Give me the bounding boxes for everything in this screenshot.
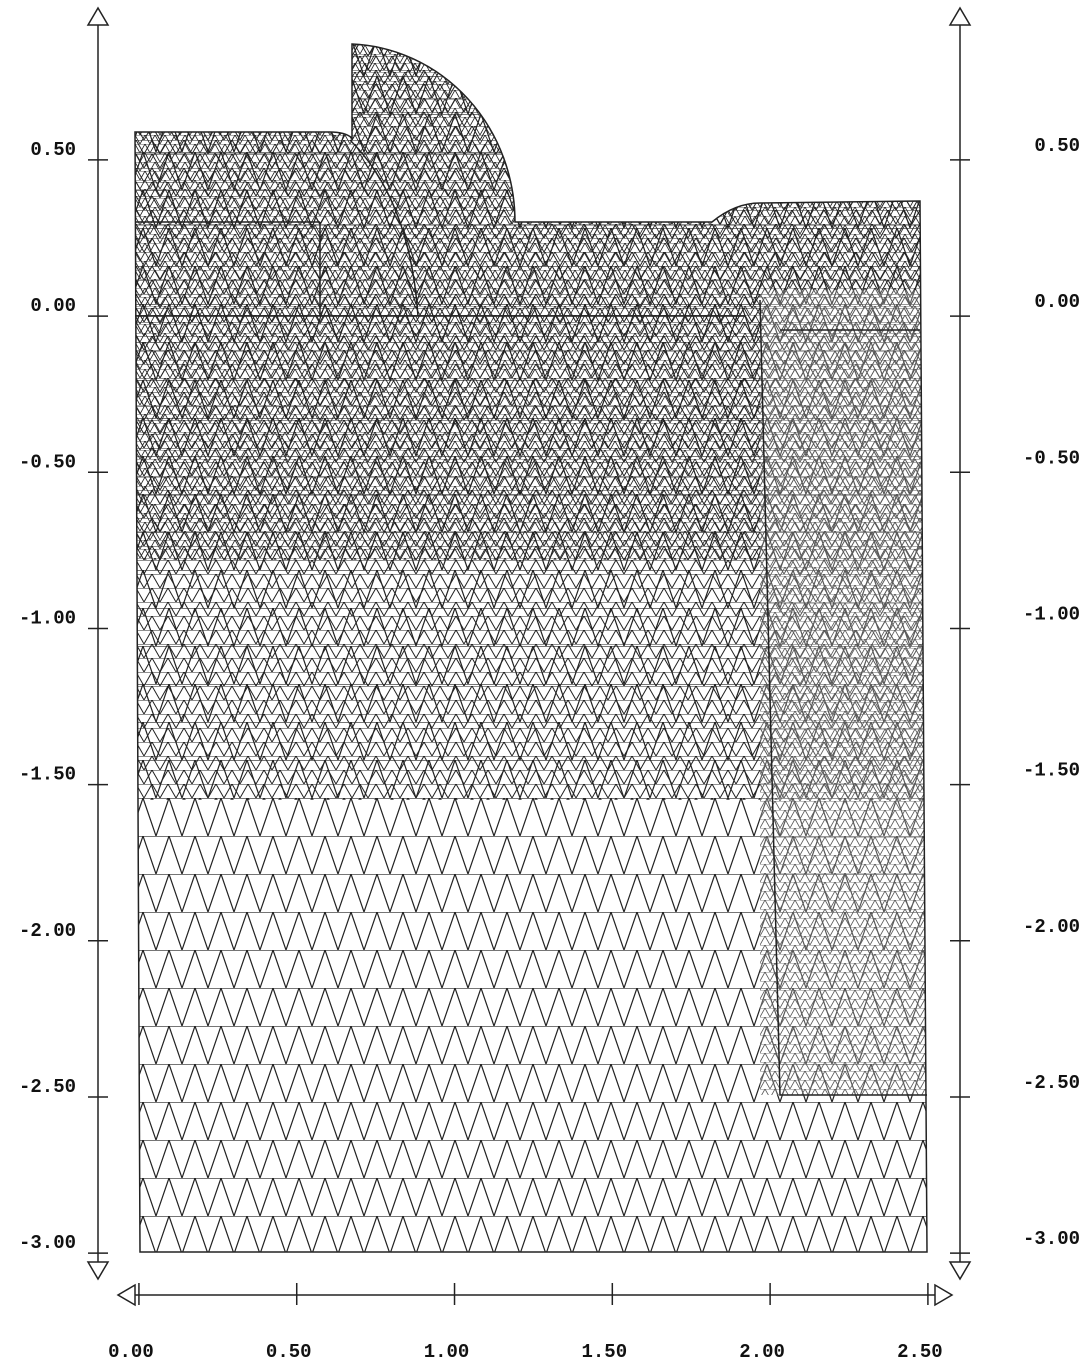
y-tick-label: 0.00 (1034, 291, 1080, 313)
y-tick-label: -3.00 (19, 1232, 76, 1254)
x-tick-label: 0.00 (108, 1341, 154, 1363)
y-tick-label: 0.00 (30, 295, 76, 317)
y-tick-label: -1.00 (19, 607, 76, 629)
region-outline (135, 139, 927, 1096)
y-tick-label: 0.50 (30, 139, 76, 161)
y-tick-label: -1.00 (1023, 603, 1080, 625)
axes (86, 6, 972, 1307)
y-tick-label: -0.50 (19, 451, 76, 473)
y-tick-label: 0.50 (1034, 135, 1080, 157)
y-tick-label: -2.50 (1023, 1072, 1080, 1094)
left-axis (86, 6, 110, 1281)
y-tick-label: -2.00 (1023, 916, 1080, 938)
x-tick-label: 1.00 (424, 1341, 470, 1363)
x-tick-label: 2.00 (739, 1341, 785, 1363)
y-tick-label: -1.50 (1023, 760, 1080, 782)
bottom-axis (116, 1283, 954, 1307)
y-tick-label: -0.50 (1023, 447, 1080, 469)
x-tick-label: 0.50 (266, 1341, 312, 1363)
x-tick-label: 1.50 (582, 1341, 628, 1363)
y-tick-label: -2.00 (19, 920, 76, 942)
y-tick-label: -3.00 (1023, 1228, 1080, 1250)
x-tick-label: 2.50 (897, 1341, 943, 1363)
y-tick-label: -1.50 (19, 764, 76, 786)
right-axis (948, 6, 972, 1281)
y-tick-label: -2.50 (19, 1076, 76, 1098)
mesh-outline (134, 43, 928, 1253)
